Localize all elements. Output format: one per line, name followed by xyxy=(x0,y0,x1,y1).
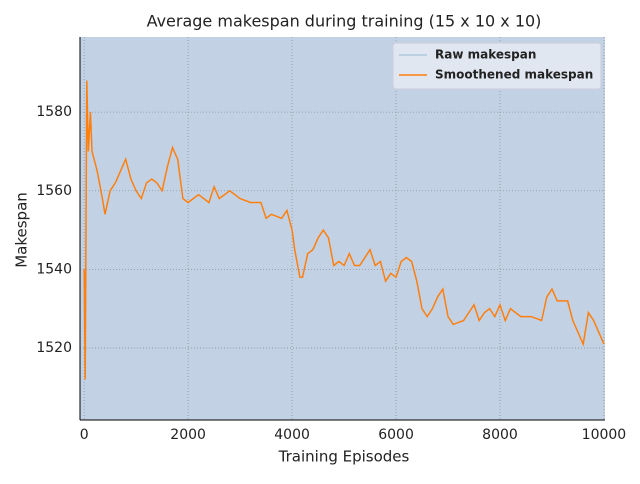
x-tick-label: 6000 xyxy=(378,427,414,443)
y-tick-label: 1520 xyxy=(36,340,72,356)
legend-label: Raw makespan xyxy=(435,48,536,62)
y-tick-label: 1560 xyxy=(36,183,72,199)
x-tick-label: 0 xyxy=(80,427,89,443)
x-axis-label: Training Episodes xyxy=(278,448,410,466)
x-tick-label: 4000 xyxy=(274,427,310,443)
y-tick-label: 1540 xyxy=(36,261,72,277)
x-tick-label: 10000 xyxy=(582,427,627,443)
y-tick-label: 1580 xyxy=(36,104,72,120)
chart-title: Average makespan during training (15 x 1… xyxy=(147,12,542,31)
legend-box xyxy=(392,42,602,90)
plot-area xyxy=(80,37,605,420)
x-tick-label: 8000 xyxy=(482,427,518,443)
data-line xyxy=(83,80,605,380)
x-tick-label: 2000 xyxy=(170,427,206,443)
legend: Raw makespan Smoothened makespan xyxy=(392,42,602,90)
legend-label: Smoothened makespan xyxy=(435,68,593,82)
y-axis-label: Makespan xyxy=(13,192,31,268)
